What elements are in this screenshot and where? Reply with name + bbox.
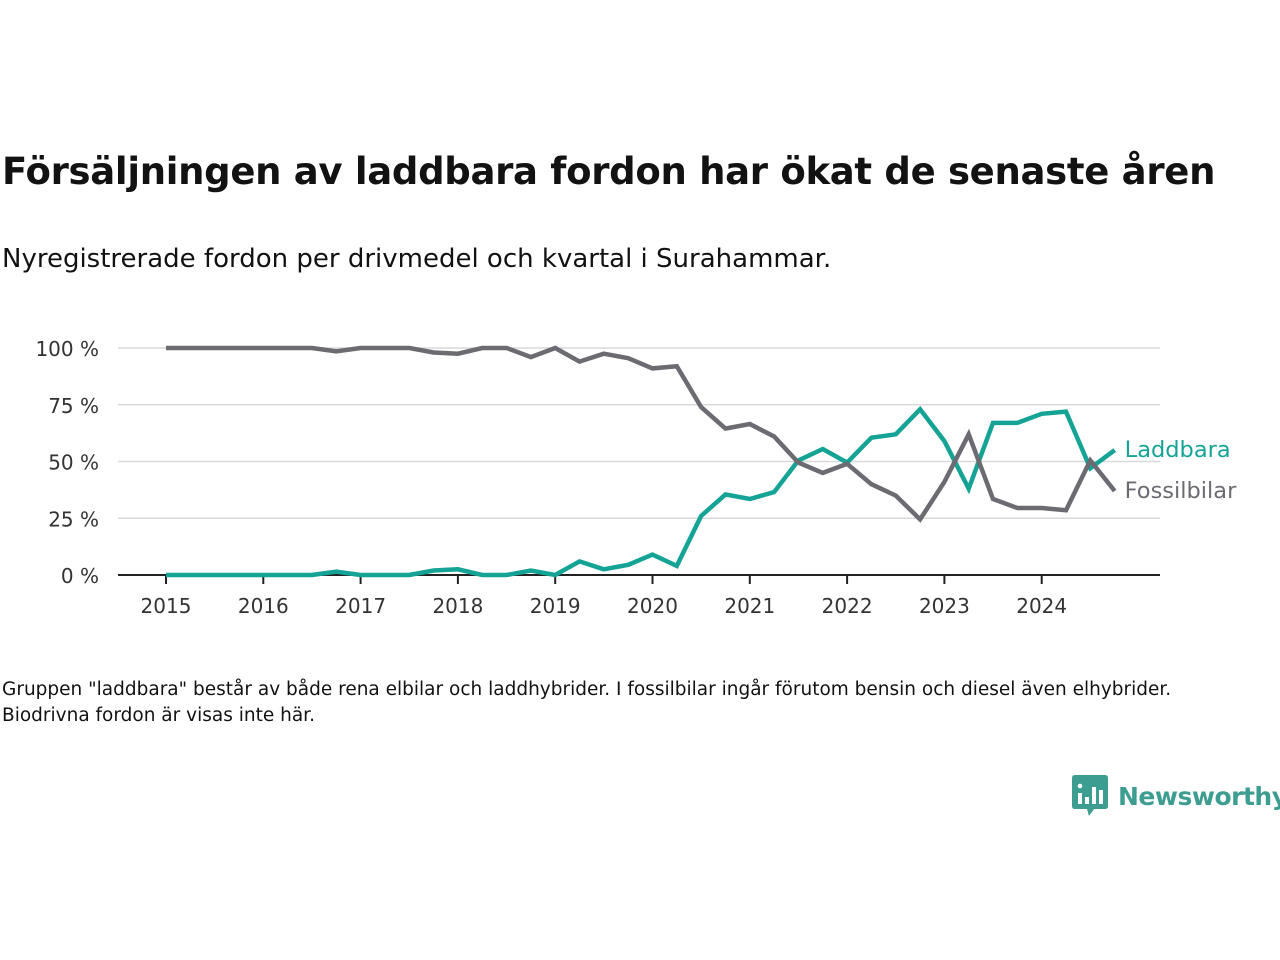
x-tick-label: 2020 — [627, 594, 678, 618]
y-tick-label: 100 % — [35, 337, 99, 361]
y-axis-tick-labels: 0 % 25 % 50 % 75 % 100 % — [35, 337, 99, 588]
chart-title: Försäljningen av laddbara fordon har öka… — [2, 150, 1216, 193]
newsworthy-logo-icon — [1072, 775, 1108, 816]
y-tick-label: 50 % — [48, 451, 99, 475]
series-end-labels: Laddbara Fossilbilar — [1125, 437, 1237, 504]
x-tick-label: 2018 — [432, 594, 483, 618]
x-tick-label: 2021 — [724, 594, 775, 618]
line-chart: 0 %25 %50 %75 %100 % 2015 2016 2017 2018 201… — [35, 337, 1237, 618]
series-line-laddbara — [166, 405, 1117, 578]
x-axis-ticks: 2015 2016 2017 2018 2019 2020 2021 2022 2023 2024 — [141, 575, 1067, 618]
y-tick-label: 25 % — [48, 507, 99, 531]
chart-footnote: Gruppen "laddbara" består av både rena e… — [2, 679, 1172, 726]
series-line-fossilbilar — [166, 345, 1117, 523]
x-tick-label: 2016 — [238, 594, 289, 618]
x-tick-label: 2015 — [141, 594, 192, 618]
grid-lines — [118, 347, 1160, 519]
x-tick-label: 2024 — [1016, 594, 1067, 618]
x-tick-label: 2019 — [530, 594, 581, 618]
series-label-fossilbilar: Fossilbilar — [1125, 478, 1237, 504]
x-tick-label: 2022 — [822, 594, 873, 618]
x-tick-label: 2023 — [919, 594, 970, 618]
brand-name: Newsworthy — [1118, 781, 1280, 811]
series-lines — [166, 345, 1117, 578]
y-tick-label: 0 % — [61, 564, 99, 588]
newsworthy-brand: Newsworthy — [1072, 775, 1280, 817]
chart-subtitle: Nyregistrerade fordon per drivmedel och … — [2, 244, 832, 274]
x-tick-label: 2017 — [335, 594, 386, 618]
series-label-laddbara: Laddbara — [1125, 437, 1231, 463]
y-tick-label: 75 % — [48, 394, 99, 418]
